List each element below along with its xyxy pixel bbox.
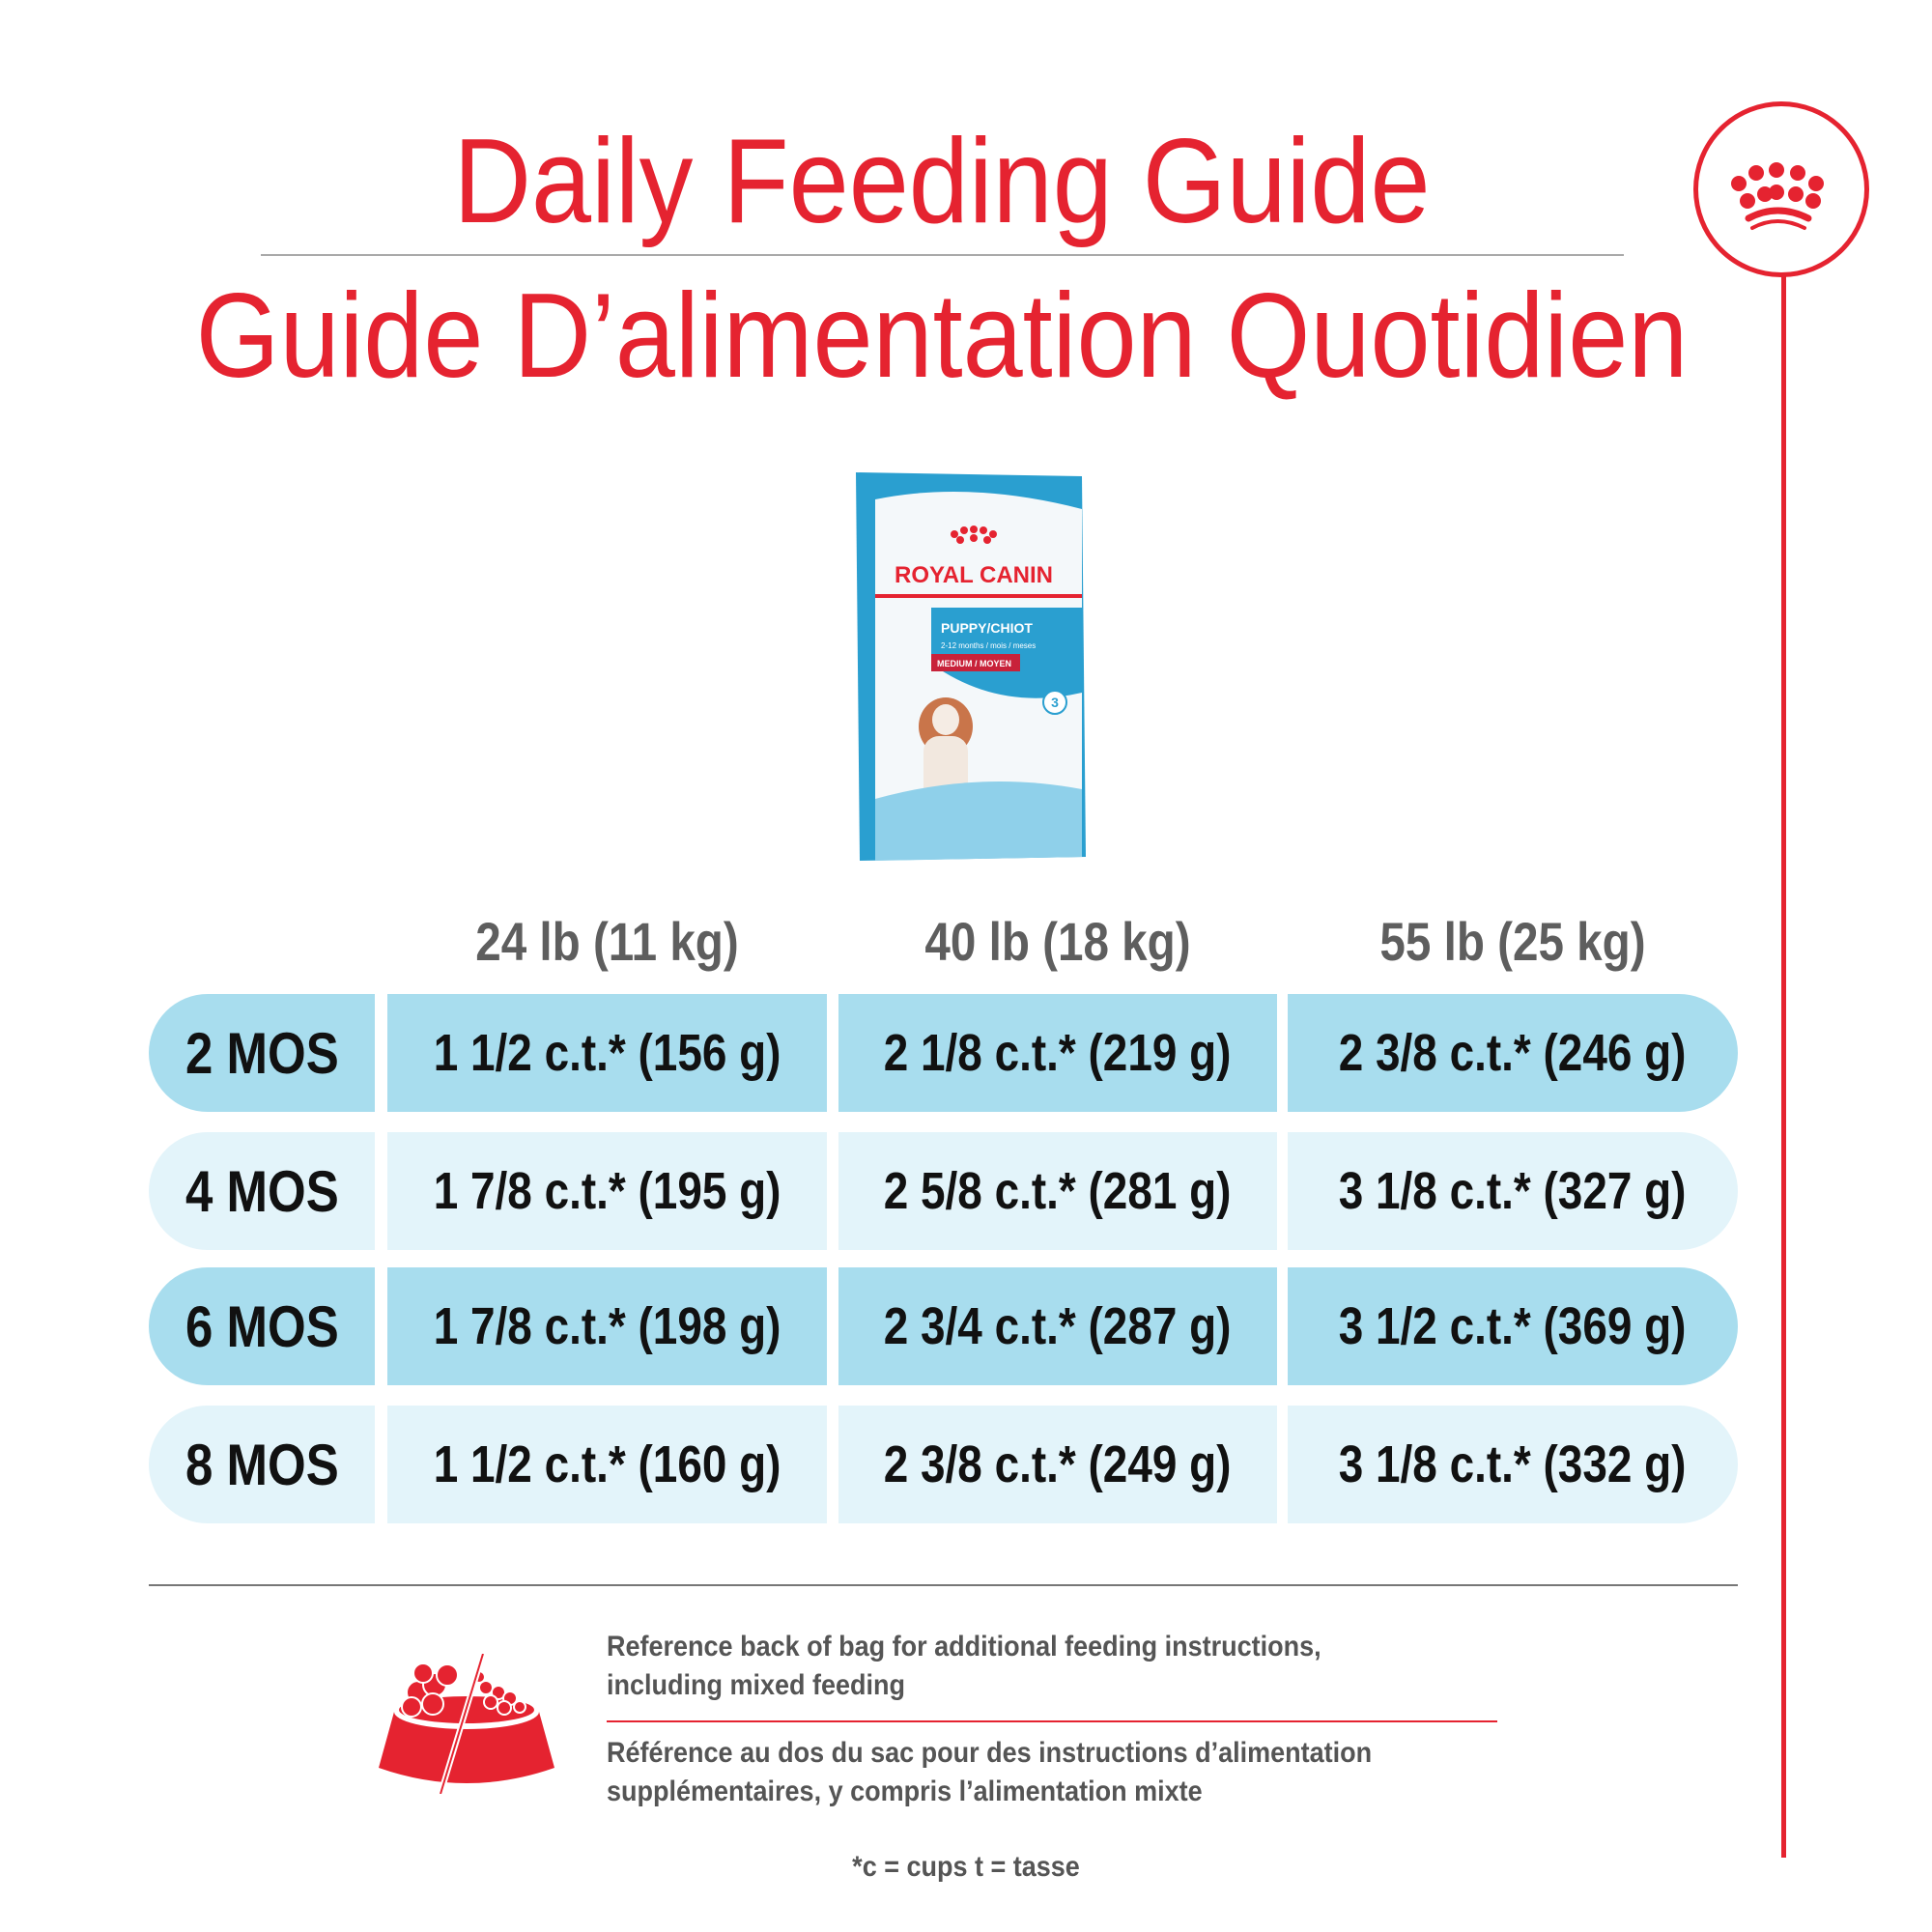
table-cell: 1 7/8 c.t.* (195 g) (387, 1132, 827, 1250)
svg-text:MEDIUM / MOYEN: MEDIUM / MOYEN (937, 659, 1011, 668)
mixed-feeding-bowl-icon (375, 1653, 558, 1795)
crown-icon (1731, 162, 1824, 230)
product-bag-image: ROYAL CANIN PUPPY/CHIOT 2-12 months / mo… (854, 470, 1090, 865)
table-row: 4 MOS 1 7/8 c.t.* (195 g) 2 5/8 c.t.* (2… (149, 1132, 1738, 1250)
title-english: Daily Feeding Guide (453, 115, 1431, 248)
column-header-24lb: 24 lb (11 kg) (475, 911, 739, 972)
table-cell: 2 3/4 c.t.* (287 g) (838, 1267, 1277, 1385)
table-cell: 1 1/2 c.t.* (160 g) (387, 1406, 827, 1523)
note-french-line2: supplémentaires, y compris l’alimentatio… (607, 1776, 1203, 1807)
table-row: 6 MOS 1 7/8 c.t.* (198 g) 2 3/4 c.t.* (2… (149, 1267, 1738, 1385)
note-english-line2: including mixed feeding (607, 1669, 906, 1701)
table-cell: 3 1/2 c.t.* (369 g) (1288, 1267, 1738, 1385)
table-cell: 3 1/8 c.t.* (332 g) (1288, 1406, 1738, 1523)
note-french-line1: Référence au dos du sac pour des instruc… (607, 1737, 1373, 1769)
table-cell: 2 1/8 c.t.* (219 g) (838, 994, 1277, 1112)
table-cell: 3 1/8 c.t.* (327 g) (1288, 1132, 1738, 1250)
footnote: *c = cups t = tasse (852, 1851, 1080, 1883)
logo-vertical-line (1781, 275, 1786, 1858)
title-divider (261, 254, 1624, 256)
svg-text:PUPPY/CHIOT: PUPPY/CHIOT (941, 620, 1033, 636)
table-cell: 1 7/8 c.t.* (198 g) (387, 1267, 827, 1385)
row-label: 6 MOS (149, 1267, 375, 1385)
row-label: 8 MOS (149, 1406, 375, 1523)
table-cell: 2 5/8 c.t.* (281 g) (838, 1132, 1277, 1250)
table-cell: 1 1/2 c.t.* (156 g) (387, 994, 827, 1112)
svg-text:ROYAL CANIN: ROYAL CANIN (895, 562, 1053, 588)
royal-canin-logo (1693, 101, 1869, 277)
column-header-40lb: 40 lb (18 kg) (924, 911, 1191, 972)
row-label: 4 MOS (149, 1132, 375, 1250)
table-row: 2 MOS 1 1/2 c.t.* (156 g) 2 1/8 c.t.* (2… (149, 994, 1738, 1112)
column-header-55lb: 55 lb (25 kg) (1379, 911, 1646, 972)
title-french: Guide D’alimentation Quotidien (195, 270, 1689, 403)
note-divider (607, 1720, 1497, 1722)
row-label: 2 MOS (149, 994, 375, 1112)
note-english-line1: Reference back of bag for additional fee… (607, 1631, 1321, 1662)
table-row: 8 MOS 1 1/2 c.t.* (160 g) 2 3/8 c.t.* (2… (149, 1406, 1738, 1523)
table-cell: 2 3/8 c.t.* (246 g) (1288, 994, 1738, 1112)
table-cell: 2 3/8 c.t.* (249 g) (838, 1406, 1277, 1523)
svg-text:2-12 months / mois / meses: 2-12 months / mois / meses (941, 641, 1036, 650)
section-divider (149, 1584, 1738, 1586)
svg-text:3: 3 (1051, 695, 1059, 710)
